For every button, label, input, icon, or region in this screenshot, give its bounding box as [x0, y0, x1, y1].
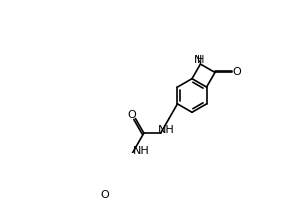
- Text: N: N: [194, 55, 202, 65]
- Text: O: O: [232, 67, 241, 77]
- Text: O: O: [100, 190, 109, 200]
- Text: NH: NH: [158, 125, 174, 135]
- Text: H: H: [197, 55, 205, 65]
- Text: O: O: [127, 110, 136, 120]
- Text: NH: NH: [132, 146, 149, 156]
